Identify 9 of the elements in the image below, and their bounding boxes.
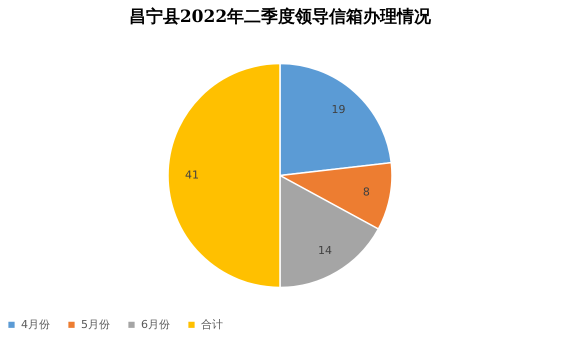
legend-label: 6月份: [141, 318, 170, 331]
data-label: 19: [332, 102, 346, 116]
chart-title: 昌宁县2022年二季度领导信箱办理情况: [128, 7, 432, 27]
legend-label: 5月份: [81, 318, 110, 331]
legend-label: 4月份: [21, 318, 50, 331]
data-label: 14: [318, 244, 332, 258]
legend-label: 合计: [201, 318, 223, 331]
data-label: 41: [185, 168, 199, 182]
data-label: 8: [362, 185, 370, 198]
